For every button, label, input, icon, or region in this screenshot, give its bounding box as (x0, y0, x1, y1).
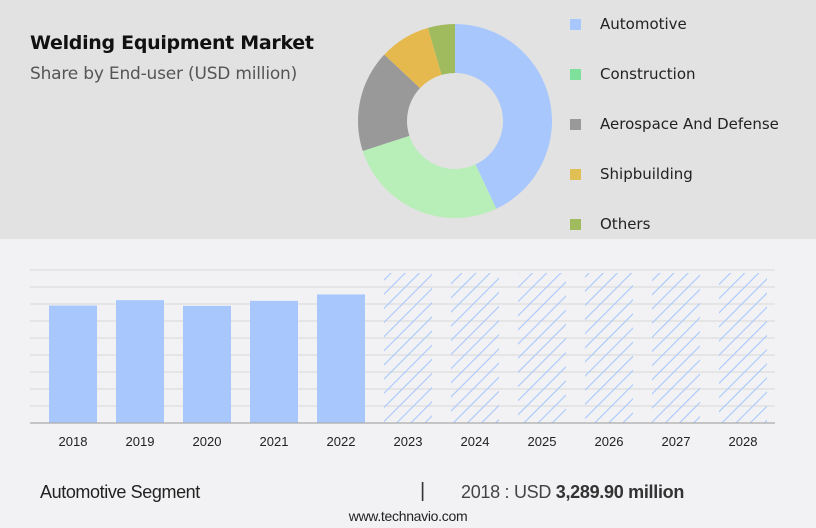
footer-separator: | (420, 480, 426, 502)
donut-slice-aerospace-and-defense (358, 54, 421, 151)
bar-2021 (250, 300, 298, 423)
segment-label: Automotive Segment (40, 482, 200, 502)
legend-swatch-aerospace (570, 118, 581, 130)
forecast-bar-2028 (719, 273, 767, 423)
x-tick-label: 2019 (126, 434, 155, 449)
legend-swatch-shipbuilding (570, 168, 581, 180)
legend-swatch-others (570, 218, 581, 230)
legend-label: Shipbuilding (600, 165, 693, 183)
donut-slice-automotive (455, 24, 552, 209)
legend-swatch-automotive (570, 18, 581, 30)
donut-slice-others (427, 24, 455, 75)
x-tick-label: 2025 (528, 434, 557, 449)
bar-2019 (116, 300, 164, 423)
source-url: www.technavio.com (348, 508, 468, 524)
forecast-bar-2026 (585, 273, 633, 423)
donut-slice-construction (362, 135, 497, 218)
forecast-bar-2027 (652, 273, 700, 423)
chart-title: Welding Equipment Market (30, 32, 314, 54)
x-tick-label: 2020 (193, 434, 222, 449)
legend-item-automotive: Automotive (570, 14, 687, 34)
forecast-bar-2024 (451, 273, 499, 423)
chart-subtitle: Share by End-user (USD million) (30, 64, 298, 84)
bar-2018 (49, 305, 97, 423)
legend-item-shipbuilding: Shipbuilding (570, 164, 693, 184)
x-tick-label: 2022 (327, 434, 356, 449)
bar-2020 (183, 305, 231, 423)
legend-label: Aerospace And Defense (600, 115, 779, 133)
value-amount: 3,289.90 million (555, 482, 685, 502)
segment-value: 2018 : USD 3,289.90 million (461, 482, 684, 503)
x-tick-label: 2023 (394, 434, 423, 449)
legend-label: Others (600, 215, 651, 233)
x-tick-label: 2018 (59, 434, 88, 449)
x-tick-label: 2021 (260, 434, 289, 449)
legend-item-construction: Construction (570, 64, 696, 84)
legend-item-aerospace: Aerospace And Defense (570, 114, 779, 134)
x-tick-label: 2024 (461, 434, 490, 449)
legend-item-others: Others (570, 214, 650, 234)
forecast-bar-2023 (384, 273, 432, 423)
bar-chart: 2018 2019 2020 2021 2022 2023 2024 2025 2026 2027… (30, 269, 775, 449)
legend-label: Construction (600, 65, 696, 83)
legend-swatch-construction (570, 68, 581, 80)
x-tick-label: 2026 (595, 434, 624, 449)
bar-2022 (317, 294, 365, 423)
x-tick-label: 2028 (729, 434, 758, 449)
donut-chart (358, 24, 552, 218)
x-tick-label: 2027 (662, 434, 691, 449)
value-prefix: 2018 : USD (461, 482, 552, 502)
forecast-bar-2025 (518, 273, 566, 423)
legend-label: Automotive (600, 15, 687, 33)
donut-slice-shipbuilding (384, 27, 442, 89)
